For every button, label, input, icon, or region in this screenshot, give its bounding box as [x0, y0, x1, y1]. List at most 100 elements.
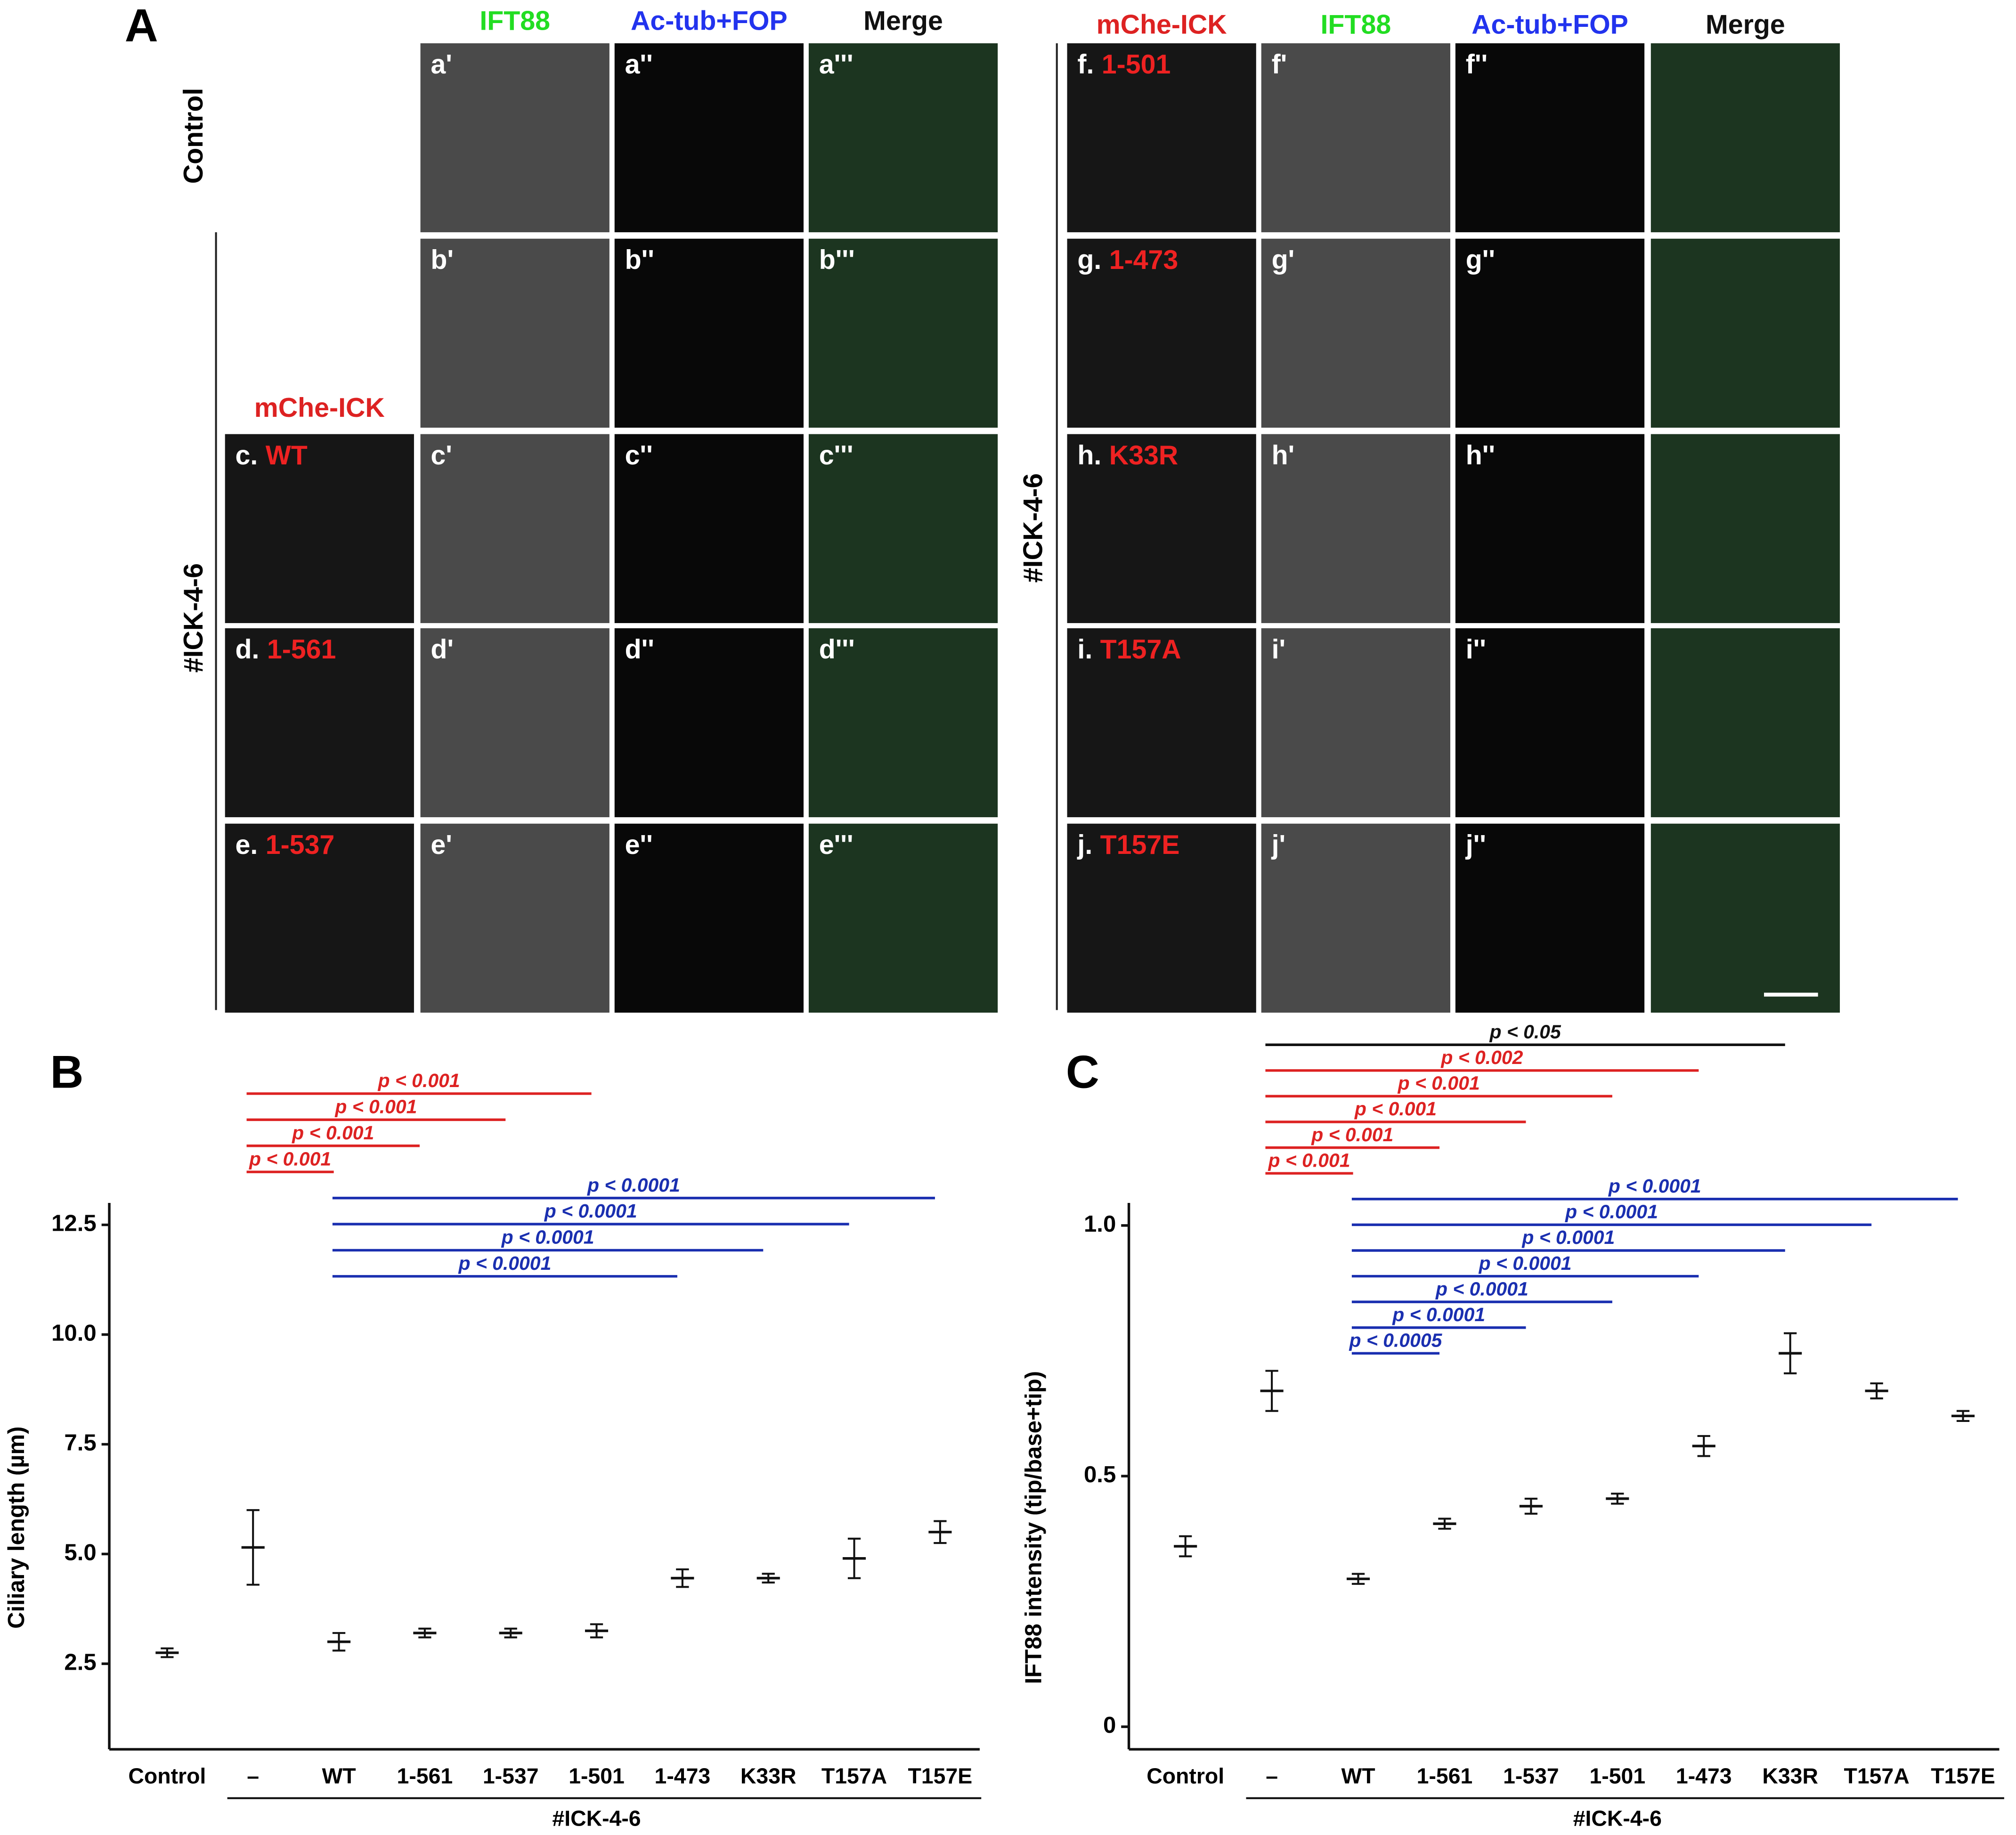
column-header: IFT88: [480, 6, 550, 36]
image-label: a'': [625, 49, 653, 80]
significance-label: p < 0.0001: [1435, 1278, 1528, 1299]
micrograph: [614, 238, 804, 428]
group-label: #ICK-4-6: [552, 1806, 641, 1830]
image-label: h': [1272, 440, 1295, 471]
y-tick-label: 7.5: [64, 1430, 96, 1455]
significance-label: p < 0.0001: [587, 1174, 680, 1196]
y-axis-label: IFT88 intensity (tip/base+tip): [1021, 1371, 1046, 1684]
image-label: e': [431, 830, 452, 860]
construct-name: 1-561: [267, 634, 336, 665]
construct-name: T157A: [1100, 634, 1181, 665]
row-label: Control: [179, 88, 209, 184]
significance-label: p < 0.001: [378, 1070, 460, 1091]
image-label: f'': [1466, 49, 1488, 80]
micrograph: [1455, 434, 1645, 623]
significance-label: p < 0.002: [1440, 1047, 1523, 1068]
micrograph: [1455, 823, 1645, 1013]
significance-label: p < 0.0001: [458, 1252, 551, 1274]
x-tick-label: T157A: [1844, 1763, 1909, 1788]
image-label: h'': [1466, 440, 1495, 471]
micrograph: [808, 823, 998, 1013]
construct-prefix: e.: [236, 830, 258, 860]
y-tick-label: 5.0: [64, 1540, 96, 1565]
significance-label: p < 0.05: [1489, 1021, 1561, 1042]
micrograph: [1455, 238, 1645, 428]
image-label: e''': [819, 830, 854, 860]
y-tick-label: 2.5: [64, 1649, 96, 1675]
panel-letter: B: [50, 1046, 83, 1098]
x-tick-label: K33R: [740, 1763, 797, 1788]
micrograph: [1455, 43, 1645, 233]
significance-label: p < 0.0001: [1479, 1252, 1572, 1274]
image-label: d''': [819, 634, 855, 665]
construct-prefix: f.: [1077, 49, 1094, 80]
y-tick-label: 0.5: [1084, 1462, 1116, 1487]
micrograph: [1261, 823, 1450, 1013]
construct-prefix: i.: [1077, 634, 1092, 665]
micrograph: [1261, 238, 1450, 428]
construct-name: 1-501: [1102, 49, 1171, 80]
x-tick-label: 1-561: [1417, 1763, 1473, 1788]
significance-label: p < 0.001: [1354, 1098, 1437, 1120]
significance-label: p < 0.0001: [1565, 1201, 1658, 1223]
micrograph: [808, 43, 998, 233]
micrograph: [1261, 434, 1450, 623]
micrograph: [420, 628, 610, 818]
image-label: g': [1272, 245, 1295, 275]
image-label: c''': [819, 440, 854, 471]
micrograph: [1067, 238, 1256, 428]
column-header: Ac-tub+FOP: [631, 6, 788, 36]
construct-prefix: j.: [1077, 830, 1092, 860]
significance-label: p < 0.001: [1398, 1072, 1480, 1094]
micrograph: [808, 434, 998, 623]
x-tick-label: 1-501: [1589, 1763, 1645, 1788]
micrograph: [420, 434, 610, 623]
x-tick-label: T157A: [821, 1763, 887, 1788]
image-label: f': [1272, 49, 1287, 80]
significance-label: p < 0.001: [1311, 1124, 1393, 1145]
micrograph: [1067, 43, 1256, 233]
micrograph: [420, 823, 610, 1013]
x-tick-label: Control: [1146, 1763, 1224, 1788]
y-tick-label: 0: [1103, 1713, 1116, 1738]
column-header: Ac-tub+FOP: [1471, 10, 1628, 40]
image-label: b'': [625, 245, 654, 275]
image-label: d': [431, 634, 454, 665]
micrograph: [614, 43, 804, 233]
image-label: b': [431, 245, 454, 275]
micrograph: [1261, 43, 1450, 233]
significance-label: p < 0.0001: [501, 1226, 594, 1248]
micrograph: [225, 823, 414, 1013]
construct-prefix: g.: [1077, 245, 1101, 275]
micrograph: [1650, 823, 1840, 1013]
significance-label: p < 0.0001: [1392, 1304, 1485, 1325]
significance-label: p < 0.0005: [1349, 1330, 1443, 1351]
column-header: IFT88: [1321, 10, 1391, 40]
row-label: #ICK-4-6: [179, 563, 209, 673]
micrograph: [1650, 238, 1840, 428]
y-tick-label: 10.0: [51, 1320, 97, 1346]
image-label: i': [1272, 634, 1286, 665]
micrograph: [225, 628, 414, 818]
micrograph: [1650, 434, 1840, 623]
column-header: Merge: [863, 6, 943, 36]
image-label: c': [431, 440, 452, 471]
image-label: b''': [819, 245, 855, 275]
x-tick-label: T157E: [1931, 1763, 1995, 1788]
micrograph: [1067, 823, 1256, 1013]
construct-name: 1-473: [1109, 245, 1179, 275]
image-label: g'': [1466, 245, 1495, 275]
x-tick-label: 1-473: [1676, 1763, 1732, 1788]
y-tick-label: 12.5: [51, 1211, 97, 1236]
group-label: #ICK-4-6: [1573, 1806, 1662, 1830]
column-header: mChe-ICK: [1097, 10, 1227, 40]
x-tick-label: WT: [1341, 1763, 1375, 1788]
construct-name: WT: [266, 440, 308, 471]
x-tick-label: 1-501: [569, 1763, 625, 1788]
micrograph: [1067, 434, 1256, 623]
micrograph: [614, 823, 804, 1013]
x-tick-label: 1-561: [397, 1763, 453, 1788]
image-label: j': [1271, 830, 1286, 860]
micrograph: [1650, 43, 1840, 233]
